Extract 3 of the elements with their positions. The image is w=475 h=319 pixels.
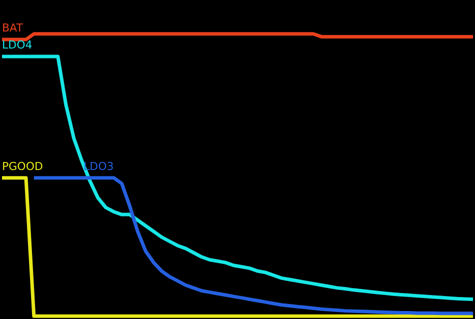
series-label: LDO4 (2, 38, 32, 52)
series-label: BAT (2, 22, 24, 35)
series-label: PGOOD (2, 160, 43, 173)
